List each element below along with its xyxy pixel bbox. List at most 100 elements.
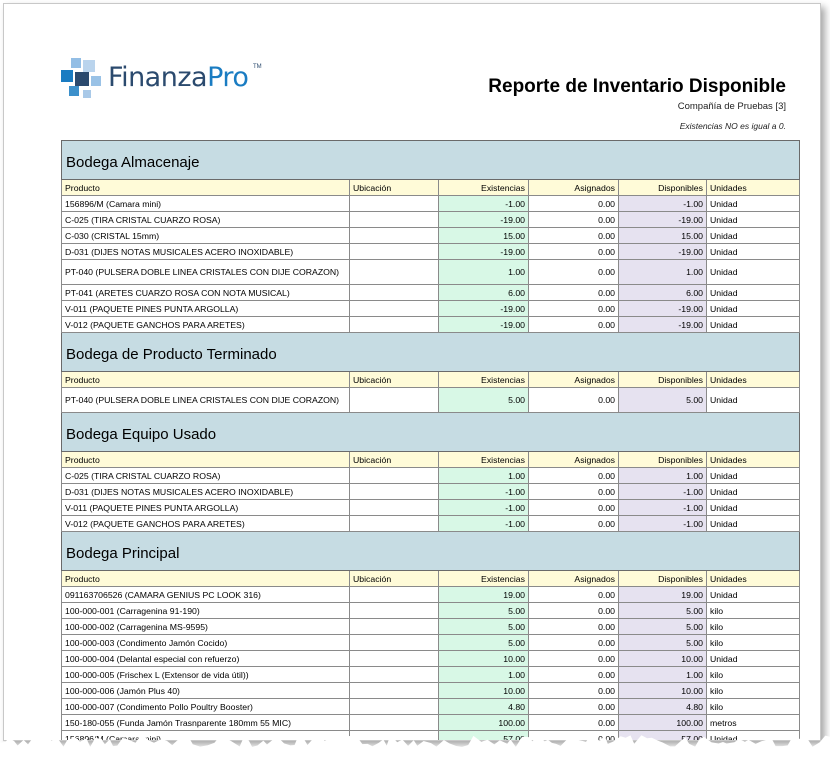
table-row: 100-000-005 (Frischex L (Extensor de vid… — [61, 666, 801, 683]
cell-unidades: Unidad — [705, 211, 801, 228]
finanzapro-logo: FinanzaPro TM — [57, 54, 277, 104]
column-header-row: Producto Ubicación Existencias Asignados Dis… — [61, 570, 801, 587]
cell-asignados: 0.00 — [528, 195, 619, 212]
cell-asignados: 0.00 — [528, 602, 619, 619]
cell-producto: 091163706526 (CAMARA GENIUS PC LOOK 316) — [61, 586, 350, 603]
cell-disponibles: 5.00 — [618, 387, 707, 413]
cell-disponibles: -1.00 — [618, 515, 707, 532]
section-header: Bodega Almacenaje — [60, 140, 801, 180]
column-header-unidades: Unidades — [705, 570, 801, 587]
cell-existencias: -1.00 — [438, 483, 529, 500]
column-header-ubicacion: Ubicación — [349, 451, 439, 468]
cell-ubicacion — [349, 284, 439, 301]
cell-disponibles: -19.00 — [618, 300, 707, 317]
cell-existencias: 5.00 — [438, 602, 529, 619]
cell-ubicacion — [349, 650, 439, 667]
cell-asignados: 0.00 — [528, 316, 619, 333]
table-row: C-030 (CRISTAL 15mm) 15.00 0.00 15.00 Unidad — [61, 227, 801, 244]
filter-note: Existencias NO es igual a 0. — [679, 121, 786, 131]
column-header-ubicacion: Ubicación — [349, 570, 439, 587]
cell-producto: 100-000-001 (Carragenina 91-190) — [61, 602, 350, 619]
cell-producto: PT-040 (PULSERA DOBLE LINEA CRISTALES CO… — [61, 387, 350, 413]
cell-ubicacion — [349, 483, 439, 500]
cell-unidades: Unidad — [705, 387, 801, 413]
logo-wordmark: FinanzaPro — [108, 62, 249, 93]
column-header-row: Producto Ubicación Existencias Asignados Dis… — [61, 371, 801, 388]
cell-asignados: 0.00 — [528, 300, 619, 317]
cell-unidades: Unidad — [705, 515, 801, 532]
cell-unidades: Unidad — [705, 259, 801, 285]
cell-unidades: Unidad — [705, 730, 801, 740]
column-header-disponibles: Disponibles — [618, 451, 707, 468]
table-row: V-012 (PAQUETE GANCHOS PARA ARETES) -1.00… — [61, 515, 801, 532]
cell-existencias: -1.00 — [438, 515, 529, 532]
cell-existencias: 1.00 — [438, 467, 529, 484]
cell-producto: PT-040 (PULSERA DOBLE LINEA CRISTALES CO… — [61, 259, 350, 285]
cell-ubicacion — [349, 300, 439, 317]
cell-asignados: 0.00 — [528, 650, 619, 667]
cell-disponibles: -1.00 — [618, 499, 707, 516]
cell-unidades: Unidad — [705, 483, 801, 500]
cell-asignados: 0.00 — [528, 284, 619, 301]
table-row: V-011 (PAQUETE PINES PUNTA ARGOLLA) -1.00… — [61, 499, 801, 516]
cell-unidades: Unidad — [705, 650, 801, 667]
cell-ubicacion — [349, 634, 439, 651]
section-header: Bodega Equipo Usado — [60, 412, 801, 452]
cell-disponibles: -19.00 — [618, 211, 707, 228]
cell-ubicacion — [349, 682, 439, 699]
cell-existencias: 5.00 — [438, 634, 529, 651]
cell-asignados: 0.00 — [528, 499, 619, 516]
table-row: 100-000-001 (Carragenina 91-190) 5.00 0.00… — [61, 602, 801, 619]
column-header-disponibles: Disponibles — [618, 570, 707, 587]
cell-existencias: -19.00 — [438, 300, 529, 317]
cell-producto: C-030 (CRISTAL 15mm) — [61, 227, 350, 244]
column-header-unidades: Unidades — [705, 371, 801, 388]
cell-existencias: -1.00 — [438, 499, 529, 516]
table-row: 100-000-006 (Jamón Plus 40) 10.00 0.00 10.0… — [61, 682, 801, 699]
cell-unidades: kilo — [705, 618, 801, 635]
cell-asignados: 0.00 — [528, 227, 619, 244]
cell-disponibles: 1.00 — [618, 467, 707, 484]
table-row: D-031 (DIJES NOTAS MUSICALES ACERO INOXI… — [61, 243, 801, 260]
cell-existencias: -19.00 — [438, 316, 529, 333]
cell-disponibles: 6.00 — [618, 284, 707, 301]
cell-disponibles: 1.00 — [618, 259, 707, 285]
cell-producto: V-011 (PAQUETE PINES PUNTA ARGOLLA) — [61, 499, 350, 516]
cell-existencias: -1.00 — [438, 195, 529, 212]
cell-ubicacion — [349, 698, 439, 715]
cell-disponibles: -19.00 — [618, 243, 707, 260]
cell-existencias: 19.00 — [438, 586, 529, 603]
column-header-disponibles: Disponibles — [618, 179, 707, 196]
report-page: FinanzaPro TM Reporte de Inventario Disp… — [3, 3, 821, 741]
cell-ubicacion — [349, 227, 439, 244]
cell-disponibles: 4.80 — [618, 698, 707, 715]
table-row: V-012 (PAQUETE GANCHOS PARA ARETES) -19.0… — [61, 316, 801, 333]
table-row: D-031 (DIJES NOTAS MUSICALES ACERO INOXI… — [61, 483, 801, 500]
column-header-producto: Producto — [61, 371, 350, 388]
cell-unidades: Unidad — [705, 227, 801, 244]
column-header-asignados: Asignados — [528, 179, 619, 196]
cell-existencias: 4.80 — [438, 698, 529, 715]
column-header-asignados: Asignados — [528, 371, 619, 388]
cell-ubicacion — [349, 316, 439, 333]
table-row: 150-180-055 (Funda Jamón Trasnparente 18… — [61, 714, 801, 731]
cell-producto: 100-000-003 (Condimento Jamón Cocido) — [61, 634, 350, 651]
cell-asignados: 0.00 — [528, 698, 619, 715]
cell-producto: V-012 (PAQUETE GANCHOS PARA ARETES) — [61, 515, 350, 532]
cell-disponibles: -1.00 — [618, 195, 707, 212]
table-row: PT-040 (PULSERA DOBLE LINEA CRISTALES CO… — [61, 387, 801, 413]
column-header-producto: Producto — [61, 451, 350, 468]
column-header-producto: Producto — [61, 570, 350, 587]
cell-asignados: 0.00 — [528, 618, 619, 635]
table-row: 100-000-002 (Carragenina MS-9595) 5.00 0.0… — [61, 618, 801, 635]
cell-ubicacion — [349, 211, 439, 228]
cell-producto: 100-000-004 (Delantal especial con refue… — [61, 650, 350, 667]
cell-producto: 100-000-002 (Carragenina MS-9595) — [61, 618, 350, 635]
cell-asignados: 0.00 — [528, 682, 619, 699]
cell-existencias: 10.00 — [438, 650, 529, 667]
cell-ubicacion — [349, 602, 439, 619]
cell-producto: C-025 (TIRA CRISTAL CUARZO ROSA) — [61, 467, 350, 484]
cell-unidades: Unidad — [705, 316, 801, 333]
table-row: 091163706526 (CAMARA GENIUS PC LOOK 316)… — [61, 586, 801, 603]
cell-existencias: 5.00 — [438, 618, 529, 635]
